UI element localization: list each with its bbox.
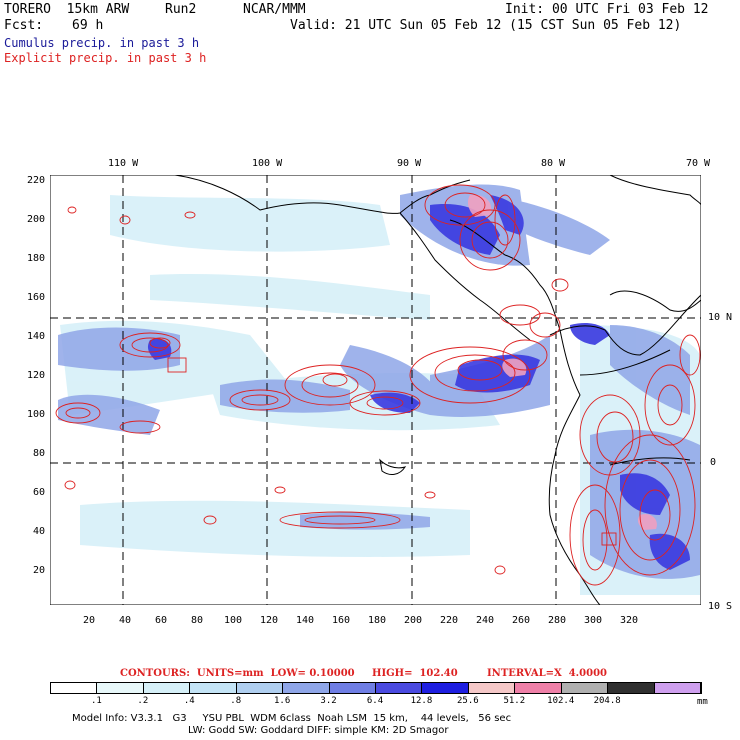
color-bar-swatch bbox=[143, 683, 191, 693]
org-label: NCAR/MMM bbox=[243, 2, 306, 17]
init-time: Init: 00 UTC Fri 03 Feb 12 bbox=[505, 2, 709, 17]
x-tick-240: 240 bbox=[476, 615, 495, 626]
run-label: Run2 bbox=[165, 2, 197, 17]
color-bar-label: 12.8 bbox=[410, 696, 433, 706]
color-bar-label: .8 bbox=[230, 696, 242, 706]
color-bar-label: 102.4 bbox=[547, 696, 575, 706]
color-bar-swatch bbox=[561, 683, 609, 693]
y-tick-20: 20 bbox=[33, 565, 46, 576]
x-tick-280: 280 bbox=[548, 615, 567, 626]
x-tick-160: 160 bbox=[332, 615, 351, 626]
color-bar-unit: mm bbox=[697, 697, 708, 707]
color-bar-label: 1.6 bbox=[274, 696, 291, 706]
y-tick-60: 60 bbox=[33, 487, 46, 498]
color-bar bbox=[50, 682, 702, 694]
fcst-hours: 69 h bbox=[72, 18, 104, 33]
color-bar-swatch bbox=[236, 683, 284, 693]
x-tick-40: 40 bbox=[119, 615, 132, 626]
legend-cumulus: Cumulus precip. in past 3 h bbox=[4, 36, 200, 50]
x-tick-180: 180 bbox=[368, 615, 387, 626]
x-tick-300: 300 bbox=[584, 615, 603, 626]
model-title: TORERO 15km ARW bbox=[4, 2, 130, 17]
x-tick-320: 320 bbox=[620, 615, 639, 626]
x-tick-20: 20 bbox=[83, 615, 96, 626]
lat-label-0: 0 bbox=[710, 457, 717, 468]
lon-label-70w: 70 W bbox=[686, 158, 711, 169]
color-bar-label: 3.2 bbox=[320, 696, 337, 706]
contour-interval: INTERVAL=X 4.0000 bbox=[487, 668, 607, 679]
x-tick-220: 220 bbox=[440, 615, 459, 626]
color-bar-swatch bbox=[654, 683, 701, 693]
x-tick-60: 60 bbox=[155, 615, 168, 626]
explicit-precip-contours bbox=[55, 184, 701, 586]
color-bar-label: .4 bbox=[183, 696, 195, 706]
y-tick-180: 180 bbox=[27, 253, 46, 264]
color-bar-label: 51.2 bbox=[503, 696, 526, 706]
contour-info: CONTOURS: UNITS=mm LOW= 0.10000 bbox=[120, 668, 355, 679]
color-bar-swatch bbox=[608, 683, 655, 693]
lon-label-90w: 90 W bbox=[397, 158, 422, 169]
color-bar-swatch bbox=[97, 683, 144, 693]
y-tick-140: 140 bbox=[27, 331, 46, 342]
y-tick-40: 40 bbox=[33, 526, 46, 537]
x-tick-100: 100 bbox=[224, 615, 243, 626]
y-tick-120: 120 bbox=[27, 370, 46, 381]
lon-label-100w: 100 W bbox=[252, 158, 283, 169]
fcst-label: Fcst: bbox=[4, 18, 44, 33]
y-tick-160: 160 bbox=[27, 292, 46, 303]
color-bar-swatch bbox=[283, 683, 330, 693]
color-bar-swatch bbox=[515, 683, 562, 693]
x-tick-260: 260 bbox=[512, 615, 531, 626]
legend-explicit: Explicit precip. in past 3 h bbox=[4, 51, 207, 65]
precip-map bbox=[50, 175, 701, 605]
lat-label-10s: 10 S bbox=[708, 601, 733, 612]
color-bar-label: 25.6 bbox=[457, 696, 479, 706]
contour-high: HIGH= 102.40 bbox=[372, 668, 458, 679]
color-bar-label: 204.8 bbox=[593, 696, 621, 706]
lon-label-110w: 110 W bbox=[108, 158, 139, 169]
color-bar-label: .2 bbox=[137, 696, 149, 706]
x-tick-200: 200 bbox=[404, 615, 423, 626]
valid-time: Valid: 21 UTC Sun 05 Feb 12 (15 CST Sun … bbox=[290, 18, 682, 33]
color-bar-swatch bbox=[51, 683, 98, 693]
x-tick-140: 140 bbox=[296, 615, 315, 626]
y-tick-220: 220 bbox=[27, 175, 46, 186]
y-tick-80: 80 bbox=[33, 448, 46, 459]
model-info: Model Info: V3.3.1 G3 YSU PBL WDM 6class… bbox=[72, 713, 512, 724]
model-physics: LW: Godd SW: Goddard DIFF: simple KM: 2D… bbox=[188, 725, 449, 736]
color-bar-swatch bbox=[329, 683, 376, 693]
color-bar-swatch bbox=[422, 683, 469, 693]
color-bar-swatch bbox=[190, 683, 237, 693]
color-bar-label: .1 bbox=[91, 696, 102, 706]
y-tick-200: 200 bbox=[27, 214, 46, 225]
x-tick-80: 80 bbox=[191, 615, 204, 626]
color-bar-label: 6.4 bbox=[366, 696, 384, 706]
lon-label-80w: 80 W bbox=[541, 158, 566, 169]
color-bar-swatch bbox=[376, 683, 423, 693]
x-tick-120: 120 bbox=[260, 615, 279, 626]
color-bar-swatch bbox=[468, 683, 516, 693]
lat-label-10n: 10 N bbox=[708, 312, 733, 323]
y-tick-100: 100 bbox=[27, 409, 46, 420]
